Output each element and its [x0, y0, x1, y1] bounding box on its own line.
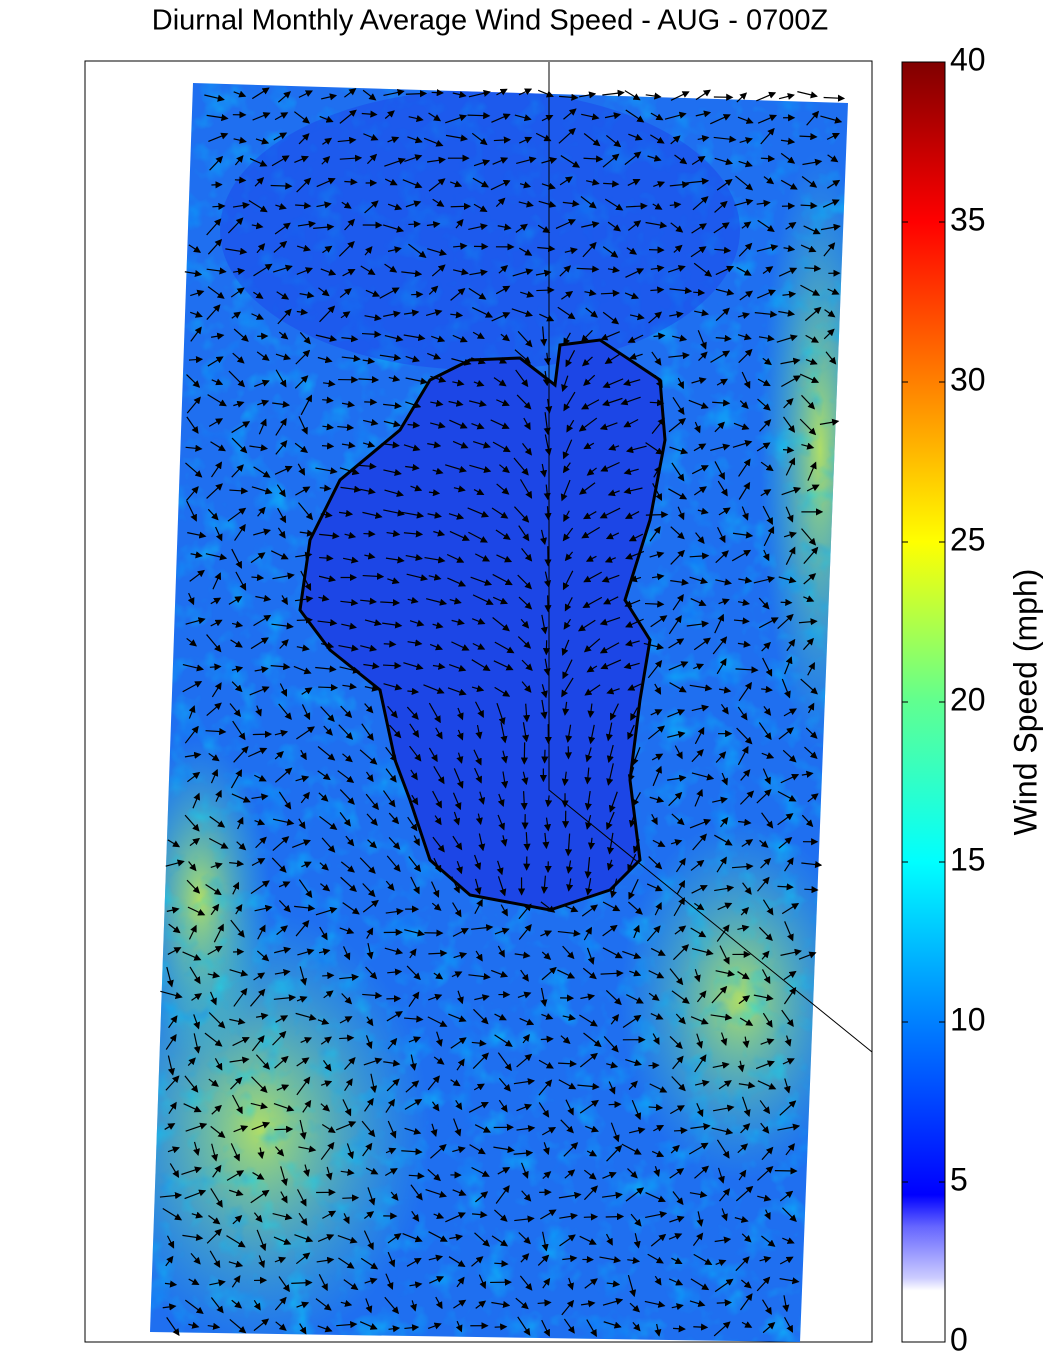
wind-arrow	[603, 183, 618, 184]
wind-arrow	[800, 136, 817, 137]
wind-arrow	[451, 206, 470, 207]
wind-arrow	[363, 534, 374, 535]
wind-arrow	[558, 1063, 576, 1064]
wind-arrow	[673, 1328, 685, 1329]
wind-arrow	[717, 1302, 731, 1303]
wind-arrow	[541, 1039, 553, 1040]
wind-arrow	[384, 644, 396, 645]
wind-arrow	[584, 1217, 597, 1218]
wind-arrow	[318, 687, 337, 688]
colorbar-tick-label: 10	[950, 1001, 986, 1037]
wind-arrow	[344, 182, 356, 183]
wind-arrow	[693, 1327, 707, 1328]
wind-arrow	[322, 975, 333, 976]
wind-arrow	[801, 205, 817, 206]
wind-arrow	[650, 402, 663, 403]
wind-arrow	[210, 667, 221, 668]
colorbar	[902, 62, 945, 1342]
wind-arrow	[645, 604, 663, 605]
title: Diurnal Monthly Average Wind Speed - AUG…	[152, 5, 828, 37]
wind-arrow	[648, 1065, 658, 1066]
colorbar-tick-label: 5	[950, 1161, 968, 1197]
wind-arrow	[536, 290, 553, 291]
wind-arrow	[468, 115, 490, 116]
wind-arrow	[609, 1104, 621, 1105]
wind-arrow	[408, 224, 419, 225]
wind-arrow	[212, 206, 224, 207]
wind-arrow	[428, 953, 446, 954]
colorbar-tick-label: 25	[950, 521, 986, 557]
wind-arrow	[601, 293, 619, 294]
wind-arrow	[804, 889, 817, 890]
wind-arrow	[274, 1129, 292, 1130]
colorbar-tick-label: 20	[950, 681, 986, 717]
field-low	[220, 90, 740, 370]
wind-arrow	[339, 1038, 353, 1039]
wind-arrow	[761, 158, 774, 159]
wind-arrow	[235, 180, 245, 181]
colorbar-tick-label: 30	[950, 361, 986, 397]
colorbar-tick-label: 35	[950, 201, 986, 237]
colorbar-tick-label: 15	[950, 841, 986, 877]
wind-arrow	[606, 1216, 623, 1217]
wind-arrow	[777, 886, 792, 887]
wind-arrow	[297, 620, 312, 621]
wind-arrow	[674, 1130, 687, 1131]
wind-arrow	[322, 446, 333, 447]
colorbar-label: Wind Speed (mph)	[1007, 569, 1043, 836]
wind-arrow	[271, 186, 292, 187]
wind-arrow	[646, 514, 667, 515]
wind-arrow	[342, 1198, 358, 1199]
wind-arrow	[383, 665, 400, 666]
colorbar-tick-label: 40	[950, 41, 986, 77]
wind-arrow	[783, 450, 793, 451]
wind-arrow	[693, 292, 704, 293]
colorbar-tick-label: 0	[950, 1321, 968, 1357]
